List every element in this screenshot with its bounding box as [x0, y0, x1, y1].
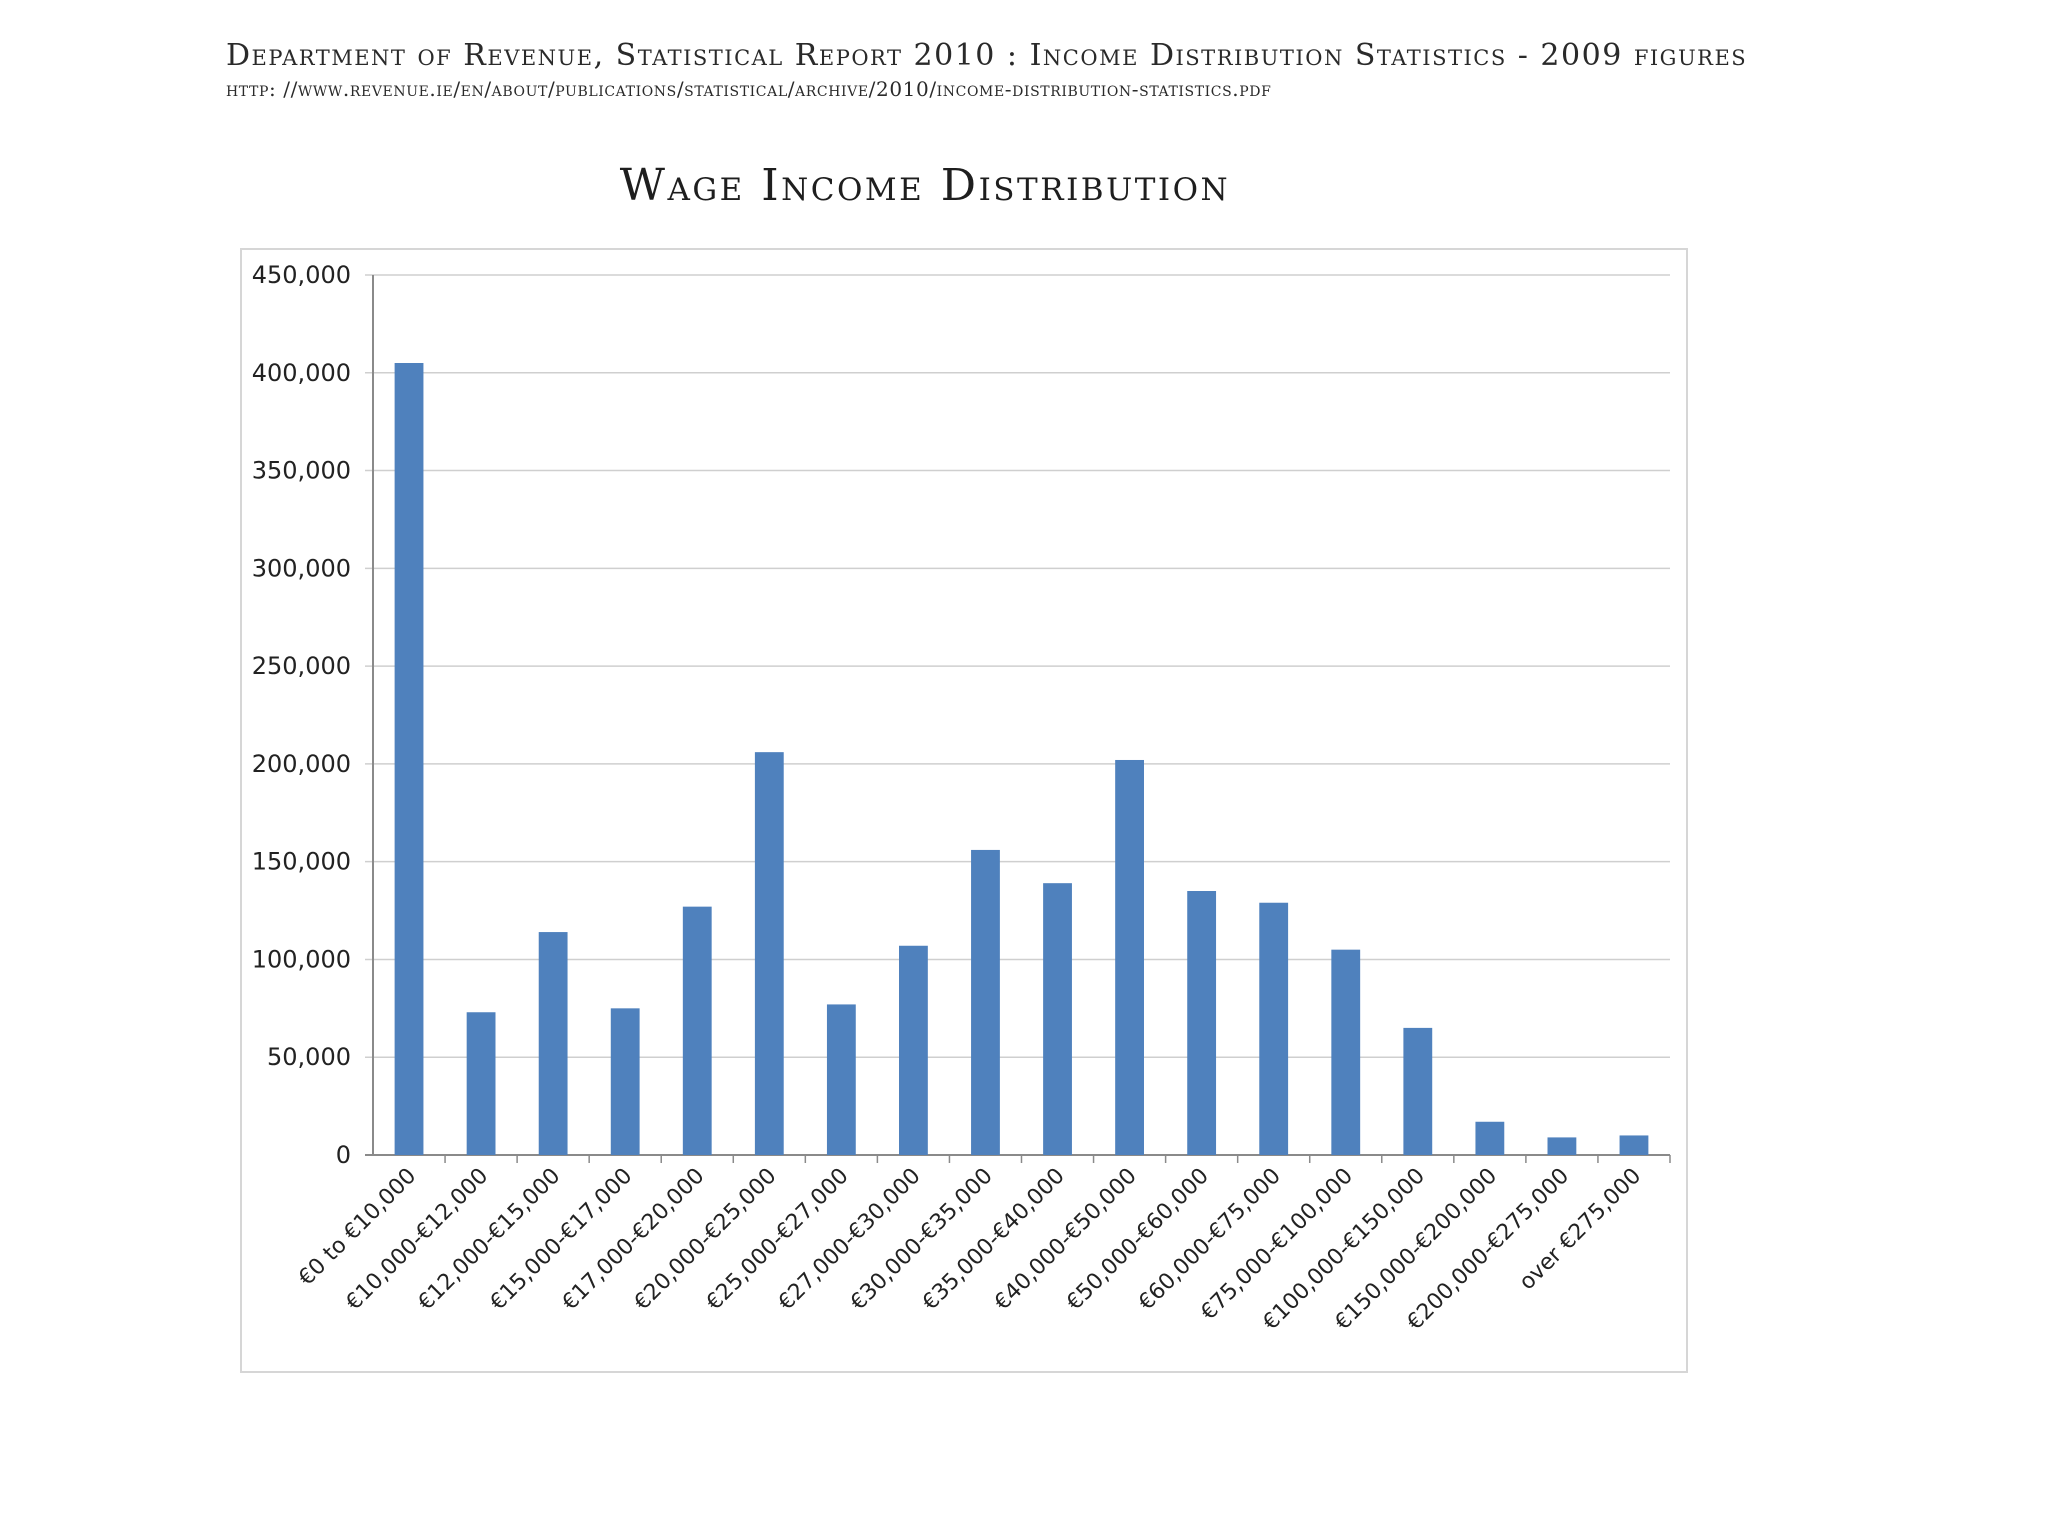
bar: [1619, 1135, 1649, 1155]
y-tick-label: 300,000: [252, 554, 351, 582]
bar: [466, 1012, 496, 1155]
y-tick-label: 150,000: [252, 848, 351, 876]
bar: [826, 1004, 856, 1155]
bar: [1547, 1137, 1577, 1155]
bar: [754, 752, 784, 1155]
bar: [1475, 1121, 1505, 1155]
y-tick-label: 450,000: [252, 261, 351, 289]
bar: [1043, 883, 1072, 1155]
y-tick-label: 100,000: [252, 945, 351, 973]
y-tick-label: 350,000: [252, 457, 351, 485]
bar: [538, 932, 568, 1155]
y-tick-label: 400,000: [252, 359, 351, 387]
bar: [1187, 891, 1217, 1155]
bar: [1115, 759, 1144, 1155]
source-url: http: //www.revenue.ie/en/about/publicat…: [226, 77, 1272, 101]
bar: [610, 1008, 640, 1155]
bar: [1331, 949, 1361, 1155]
chart-area: [240, 248, 1688, 1373]
source-citation: Department of Revenue, Statistical Repor…: [226, 38, 1748, 101]
bar: [971, 849, 1000, 1155]
bar: [394, 363, 424, 1155]
chart-title: Wage Income Distribution: [619, 160, 1231, 211]
bar: [899, 945, 928, 1155]
source-title: Department of Revenue, Statistical Repor…: [226, 38, 1748, 73]
bar: [1403, 1027, 1433, 1155]
bar: [682, 906, 712, 1155]
y-tick-label: 250,000: [252, 652, 351, 680]
y-tick-label: 0: [336, 1141, 351, 1169]
y-tick-label: 50,000: [267, 1043, 351, 1071]
x-tick-label: over €275,000: [1515, 1164, 1647, 1296]
y-tick-label: 200,000: [252, 750, 351, 778]
bar: [1259, 902, 1289, 1155]
